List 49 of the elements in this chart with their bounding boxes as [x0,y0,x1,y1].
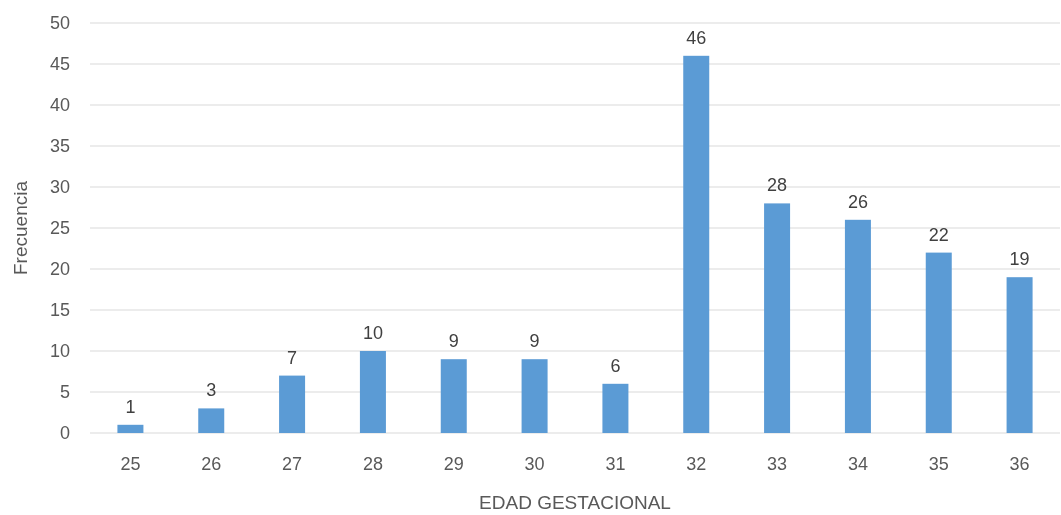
bar [1006,277,1033,433]
y-tick-label: 45 [49,54,70,75]
x-tick-label: 27 [282,454,303,474]
bar [359,351,386,433]
y-tick-label: 10 [49,341,70,362]
y-tick-label: 25 [49,218,70,239]
y-axis-title: Frecuencia [10,180,31,275]
data-label: 46 [686,27,707,48]
data-label: 19 [1009,249,1030,270]
bar [925,252,952,433]
bar [602,383,629,433]
data-label: 6 [610,355,621,376]
y-tick-label: 20 [49,259,70,280]
data-label: 26 [847,191,868,212]
x-axis-title: EDAD GESTACIONAL [479,492,671,513]
x-tick-label: 25 [120,454,141,474]
bar [764,203,791,433]
x-tick-label: 35 [928,454,949,474]
data-label: 28 [767,175,788,196]
y-tick-label: 35 [49,136,70,157]
x-tick-label: 26 [201,454,222,474]
x-tick-label: 29 [443,454,464,474]
x-tick-label: 36 [1009,454,1030,474]
y-tick-label: 0 [59,423,70,444]
data-label: 9 [448,331,459,352]
y-tick-label: 5 [59,382,70,403]
x-tick-label: 32 [686,454,707,474]
x-tick-label: 34 [847,454,868,474]
y-tick-label: 40 [49,95,70,116]
bar [683,55,710,433]
y-tick-label: 50 [49,13,70,34]
data-label: 9 [529,331,540,352]
x-tick-label: 31 [605,454,626,474]
data-label: 10 [362,323,383,343]
bar [198,408,225,433]
data-label: 22 [928,224,949,245]
data-label: 1 [125,396,136,417]
bar [844,219,871,433]
bar [521,359,548,433]
bar [440,359,467,433]
bar [117,424,144,433]
x-tick-label: 28 [362,454,383,474]
bar [279,375,306,433]
y-tick-label: 30 [49,177,70,198]
data-label: 3 [206,380,217,401]
data-label: 7 [287,347,298,368]
y-tick-label: 15 [49,300,70,321]
x-tick-label: 30 [524,454,545,474]
x-tick-label: 33 [767,454,788,474]
